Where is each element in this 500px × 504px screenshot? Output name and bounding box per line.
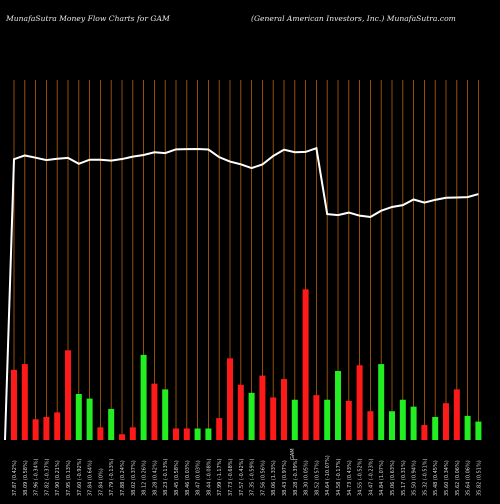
x-tick-label: 37.95 (0.13%) <box>66 460 72 496</box>
x-tick-label: 37.84 (0%) <box>98 468 104 496</box>
money-flow-bar <box>32 419 39 440</box>
money-flow-bar <box>421 425 428 440</box>
x-tick-label: 37.84 (0.64%) <box>88 460 94 496</box>
ticker-annotation: GAM <box>290 448 296 460</box>
x-tick-label: 38.09 (0.58%) <box>23 460 29 496</box>
x-tick-label: 38.28 (0.42%) <box>152 460 158 496</box>
x-tick-label: 34.55 (-0.52%) <box>358 458 364 496</box>
money-flow-bar <box>270 397 277 440</box>
money-flow-bar <box>432 417 439 440</box>
money-flow-bar <box>227 358 233 440</box>
money-flow-bar <box>345 400 352 440</box>
money-flow-bar <box>259 375 266 440</box>
x-tick-label: 35.17 (0.31%) <box>401 460 407 496</box>
x-tick-label: 38.45 (0.58%) <box>174 460 180 496</box>
money-flow-bar <box>65 350 71 440</box>
x-tick-label: 34.58 (-0.17%) <box>336 458 342 496</box>
x-tick-label: 37.57 (-0.42%) <box>239 458 245 496</box>
money-flow-bar <box>399 399 406 440</box>
x-tick-label: 37.56 (0.56%) <box>260 460 266 496</box>
money-flow-bar <box>140 354 147 440</box>
x-tick-label: 37.96 (-0.34%) <box>34 458 40 496</box>
money-flow-bar <box>43 417 50 440</box>
x-tick-label: 37.79 (-0.13%) <box>109 458 115 496</box>
x-tick-label: 38.02 (0.37%) <box>131 460 137 496</box>
money-flow-bar <box>237 384 244 440</box>
x-tick-label: 35.62 (0.06%) <box>455 460 461 496</box>
money-flow-bar <box>389 411 395 440</box>
money-flow-bar <box>119 434 125 440</box>
x-label-layer: 37.87 (0.42%) 38.09 (0.58%) 37.96 (-0.34%)… <box>12 448 482 496</box>
money-flow-bar <box>75 394 82 440</box>
money-flow-bar <box>129 427 136 440</box>
money-flow-bar <box>453 389 460 440</box>
x-tick-label: 34.47 (-0.23%) <box>368 458 374 496</box>
money-flow-bar <box>302 289 309 440</box>
x-tick-label: 38.44 (-0.08%) <box>206 458 212 496</box>
money-flow-bar <box>248 392 255 440</box>
x-tick-label: 34.64 (-10.07%) <box>325 455 331 496</box>
money-flow-bar <box>335 371 341 440</box>
x-tick-label: 38.52 (0.57%) <box>314 460 320 496</box>
x-tick-label: 38.06 (1.33%) <box>271 460 277 496</box>
x-tick-label: 37.87 (0.42%) <box>12 460 18 496</box>
money-flow-bar <box>443 403 449 440</box>
money-flow-bar <box>324 399 331 440</box>
x-tick-label: 38.30 (0.05%) <box>304 460 310 496</box>
money-flow-bar <box>475 421 482 440</box>
money-flow-bar <box>162 389 169 440</box>
money-flow-bar <box>356 365 363 440</box>
x-tick-label: 37.35 (-0.59%) <box>250 458 256 496</box>
money-flow-bar <box>410 406 417 440</box>
money-flow-bar <box>108 408 115 440</box>
x-tick-label: 34.73 (0.43%) <box>347 460 353 496</box>
x-tick-label: 35.60 (0.34%) <box>444 460 450 496</box>
x-tick-label: 37.99 (-1.17%) <box>217 458 223 496</box>
money-flow-bar <box>21 364 28 440</box>
money-flow-bar <box>378 364 385 440</box>
x-tick-label: 38.46 (0.03%) <box>185 460 191 496</box>
x-tick-label: 38.43 (0.97%) <box>282 460 288 496</box>
money-flow-bar <box>151 383 158 440</box>
x-tick-label: 35.64 (0.06%) <box>466 460 472 496</box>
chart-subtitle: (General American Investors, Inc.) Munaf… <box>251 14 456 23</box>
grid-layer <box>13 80 479 440</box>
money-flow-bar <box>216 418 223 440</box>
money-flow-bar <box>97 427 104 440</box>
money-flow-bar <box>86 398 93 440</box>
x-tick-label: 34.84 (1.07%) <box>379 460 385 496</box>
x-tick-label: 35.82 (0.51%) <box>476 460 482 496</box>
money-flow-bar <box>367 411 374 440</box>
money-flow-bar <box>183 428 190 440</box>
x-tick-label: 38.28 (-0.39%) <box>293 458 299 496</box>
chart-title: MunafaSutra Money Flow Charts for GAM <box>6 14 170 23</box>
money-flow-bar <box>281 379 287 440</box>
money-flow-bar <box>11 369 17 440</box>
x-tick-label: 35.32 (-0.51%) <box>422 458 428 496</box>
money-flow-bar <box>464 415 471 440</box>
x-tick-label: 37.82 (-0.37%) <box>44 458 50 496</box>
x-tick-label: 35.48 (0.45%) <box>433 460 439 496</box>
money-flow-bar <box>194 428 201 440</box>
money-flow-bar <box>205 428 212 440</box>
x-tick-label: 37.90 (0.21%) <box>55 460 61 496</box>
price-line-layer <box>4 146 479 441</box>
money-flow-bar <box>173 428 179 440</box>
x-tick-label: 38.23 (-0.13%) <box>163 458 169 496</box>
x-tick-label: 37.88 (0.24%) <box>120 460 126 496</box>
money-flow-bar <box>54 412 61 440</box>
x-tick-label: 37.73 (-0.68%) <box>228 458 234 496</box>
x-tick-label: 35.50 (0.94%) <box>412 460 418 496</box>
money-flow-bar <box>313 395 320 440</box>
x-tick-label: 37.60 (-0.92%) <box>77 458 83 496</box>
bar-layer <box>11 289 482 440</box>
x-tick-label: 38.12 (0.26%) <box>142 460 148 496</box>
x-tick-label: 35.06 (0.63%) <box>390 460 396 496</box>
money-flow-bar <box>291 399 298 440</box>
x-tick-label: 38.47 (0.03%) <box>196 460 202 496</box>
price-line <box>4 146 479 441</box>
